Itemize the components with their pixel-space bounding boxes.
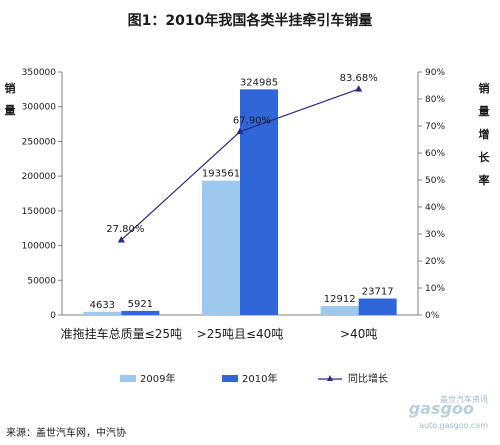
category-label: >25吨且≤40吨 <box>197 327 284 341</box>
legend-label: 2010年 <box>242 372 277 385</box>
growth-line-marker <box>117 235 125 243</box>
bar-data-label: 193561 <box>202 169 240 180</box>
bar-2010 <box>240 89 278 315</box>
right-tick-label: 80% <box>425 95 445 105</box>
left-axis-ticks: 0 50000 100000 150000 200000 250000 300000 3500… <box>22 68 62 321</box>
legend: 2009年 2010年 同比增长 <box>120 372 388 385</box>
bar-2009 <box>202 180 240 315</box>
right-tick-label: 10% <box>425 284 445 294</box>
bar-data-label: 324985 <box>240 77 278 88</box>
bar-2009 <box>320 306 359 315</box>
growth-line-label: 27.80% <box>106 224 144 235</box>
legend-swatch <box>222 375 238 382</box>
growth-line-marker <box>355 85 363 92</box>
bars <box>83 89 397 315</box>
growth-line-label: 67.90% <box>233 116 271 127</box>
left-tick-label: 50000 <box>27 276 56 286</box>
left-tick-label: 350000 <box>22 68 57 78</box>
watermark-tagline: 盖世汽车资讯 <box>440 394 488 404</box>
bar-2009 <box>83 311 122 315</box>
right-axis-label-char: 长 <box>479 150 491 164</box>
right-tick-label: 60% <box>425 149 445 159</box>
legend-swatch <box>120 375 136 382</box>
right-tick-label: 90% <box>425 68 445 78</box>
chart-title: 图1：2010年我国各类半挂牵引车销量 <box>128 12 373 29</box>
left-tick-label: 250000 <box>22 137 57 147</box>
left-tick-label: 100000 <box>22 242 57 252</box>
bar-data-label: 23717 <box>362 287 394 298</box>
right-axis-label-char: 销 <box>479 81 490 95</box>
right-tick-label: 0% <box>425 311 440 321</box>
right-axis-label-char: 量 <box>479 105 490 118</box>
bar-2010 <box>121 310 160 315</box>
growth-line-label: 83.68% <box>340 73 378 84</box>
legend-label: 2009年 <box>140 372 175 385</box>
watermark-url: auto.gasgoo.com <box>419 421 488 430</box>
right-tick-label: 40% <box>425 203 445 213</box>
bar-data-label: 4633 <box>90 300 115 311</box>
left-axis-label-char: 量 <box>5 104 16 117</box>
watermark-brand: gasgoo <box>409 399 474 418</box>
left-axis-label-char: 销 <box>5 81 16 95</box>
right-axis-ticks: 0% 10% 20% 30% 40% 50% 60% 70% 80% 90% <box>418 68 445 321</box>
right-axis-label-char: 率 <box>479 173 490 187</box>
bar-data-label: 12912 <box>324 294 356 305</box>
bar-2010 <box>358 298 397 315</box>
watermark: gasgoo 盖世汽车资讯 auto.gasgoo.com <box>409 394 488 430</box>
bar-data-labels: 4633 5921 193561 324985 12912 23717 <box>90 77 394 310</box>
growth-line: 27.80% 67.90% 83.68% <box>106 73 378 243</box>
left-tick-label: 150000 <box>22 207 57 217</box>
category-labels: 准拖挂车总质量≤25吨 >25吨且≤40吨 >40吨 <box>61 326 378 341</box>
right-tick-label: 20% <box>425 257 445 267</box>
bar-data-label: 5921 <box>128 299 153 310</box>
category-label: 准拖挂车总质量≤25吨 <box>61 326 182 341</box>
right-tick-label: 50% <box>425 176 445 186</box>
left-tick-label: 0 <box>50 311 56 321</box>
source-note: 来源：盖世汽车网，中汽协 <box>6 426 126 439</box>
right-tick-label: 70% <box>425 122 445 132</box>
legend-label: 同比增长 <box>348 372 388 385</box>
category-label: >40吨 <box>340 327 377 341</box>
left-tick-label: 300000 <box>22 103 57 113</box>
left-tick-label: 200000 <box>22 172 57 182</box>
legend-marker <box>327 375 333 381</box>
right-axis-label-char: 增 <box>479 127 490 141</box>
left-axis-label: 销量 <box>5 81 16 117</box>
right-tick-label: 30% <box>425 230 445 240</box>
growth-line-marker <box>236 127 244 135</box>
